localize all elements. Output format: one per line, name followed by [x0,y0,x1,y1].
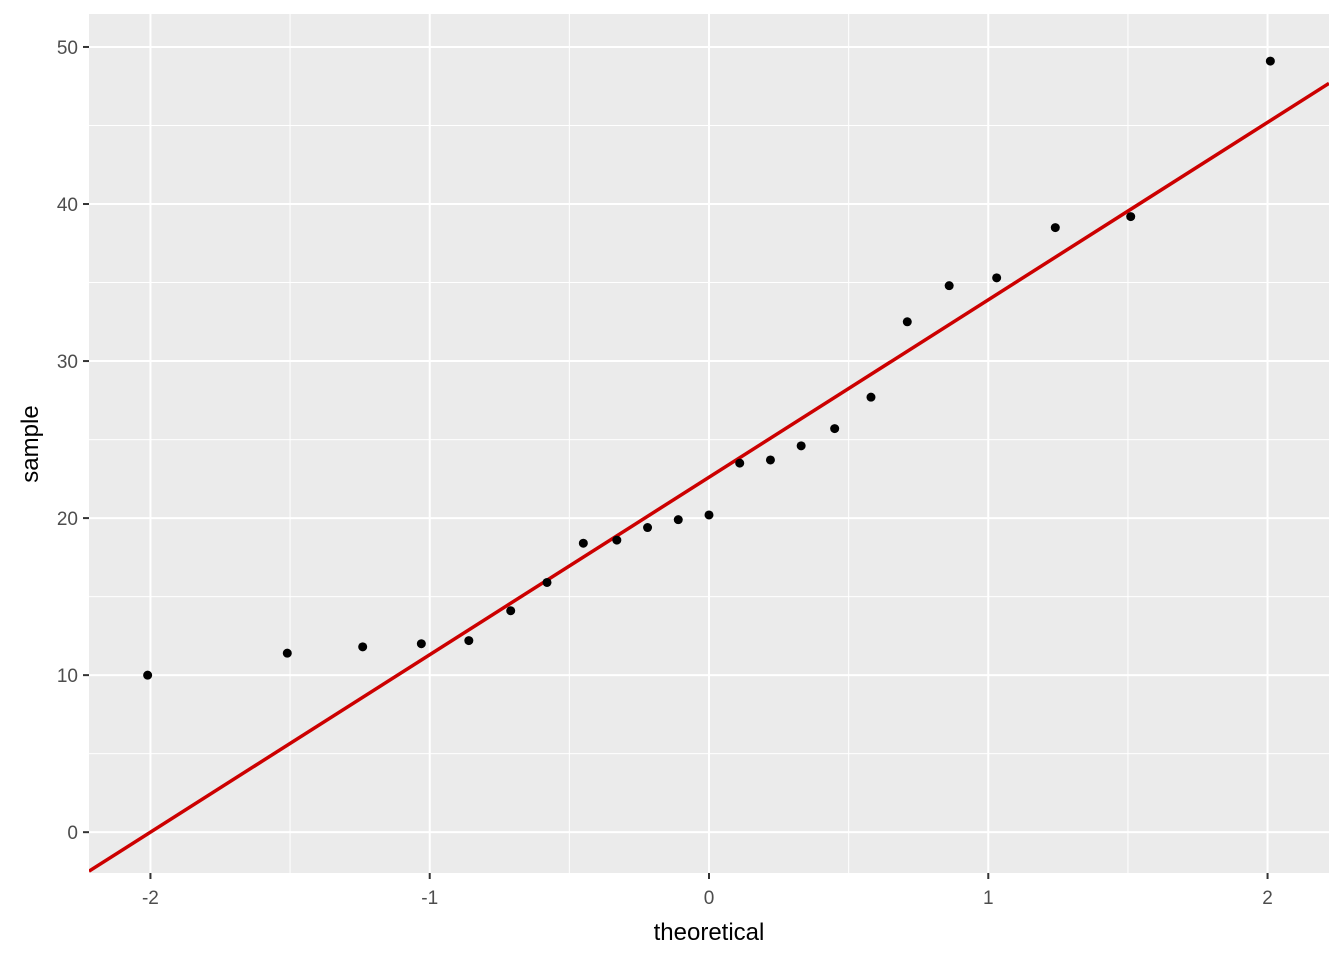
x-tick-label: -2 [142,888,159,909]
data-point [143,670,153,680]
x-tick-label: 0 [704,888,715,909]
data-point [416,639,426,649]
data-point [704,510,714,520]
reference-line [89,81,1329,873]
data-point [612,535,622,545]
data-point [796,441,806,451]
data-point [506,606,516,616]
x-axis-title: theoretical [654,919,765,946]
y-axis-title: sample [17,405,44,482]
data-point [866,392,876,402]
data-point [673,515,683,525]
data-point [1050,223,1060,233]
data-point [830,424,840,434]
data-point [944,281,954,291]
major-grid [89,14,1329,873]
data-point [643,523,653,533]
data-point [464,636,474,646]
y-tick-label: 20 [57,509,78,530]
y-tick-label: 50 [57,38,78,59]
data-point [358,642,368,652]
y-tick-label: 0 [67,823,78,844]
y-tick-label: 10 [57,666,78,687]
data-point [1265,56,1275,66]
x-axis: -2 -1 0 1 2 [142,873,1273,909]
data-points [143,56,1275,680]
y-tick-label: 30 [57,352,78,373]
data-point [282,648,292,658]
data-point [902,317,912,327]
y-axis: 0 10 20 30 40 50 [57,38,89,844]
data-point [765,455,775,465]
x-tick-label: -1 [421,888,438,909]
x-tick-label: 1 [983,888,994,909]
data-point [542,577,552,587]
x-tick-label: 2 [1262,888,1273,909]
y-tick-label: 40 [57,195,78,216]
data-point [578,538,588,548]
data-point [992,273,1002,283]
data-point [1126,212,1136,222]
data-point [735,458,745,468]
